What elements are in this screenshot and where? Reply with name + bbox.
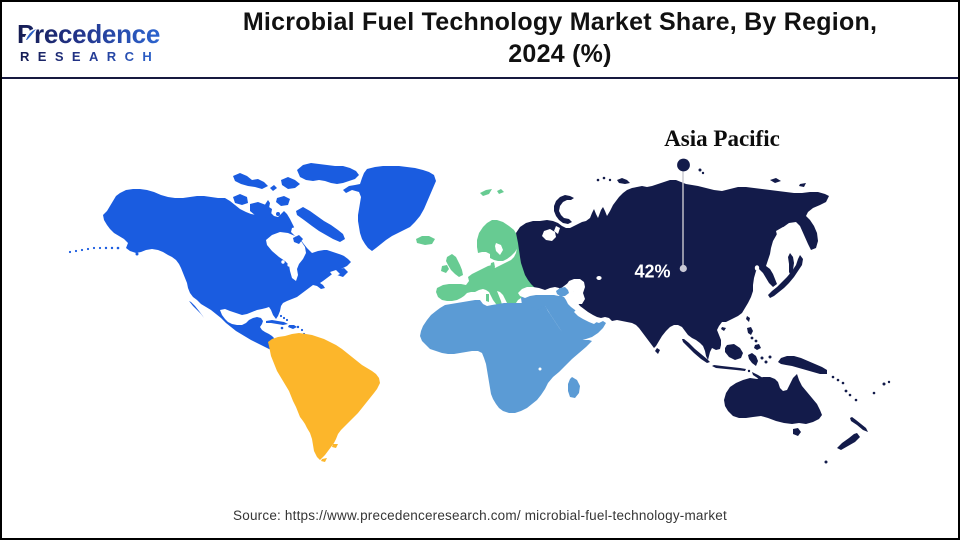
svg-text:Asia Pacific: Asia Pacific [664, 126, 780, 151]
svg-text:42%: 42% [635, 262, 671, 282]
